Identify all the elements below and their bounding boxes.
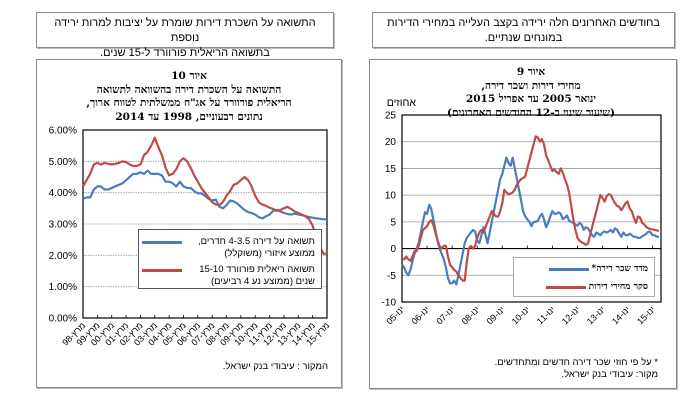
left-callout-line-2: בתשואה הריאלית פורוורד ל-15 שנים. (100, 47, 270, 59)
right-source: מקור: עיבודי בנק ישראל. (561, 369, 658, 380)
right-legend-swatch-rent (548, 268, 589, 271)
right-legend-item-rent: מדד שכר דירה* (548, 263, 648, 275)
left-callout-line-1: התשואה על השכרת דירות שומרת על יציבות למ… (54, 17, 316, 44)
right-title-line-2: ינואר 2005 עד אפריל 2015 (465, 93, 597, 105)
right-callout: בחודשים האחרונים חלה ירידה בקצב העלייה ב… (372, 12, 675, 48)
left-title-line-1: התשואה על השכרת דירה בהשוואה לתשואה (96, 83, 282, 96)
right-footnote: * על פי חוזי שכר דירה חדשים ומתחדשים. (494, 357, 658, 368)
left-figure-number: איור 10 (171, 70, 207, 82)
left-callout: התשואה על השכרת דירות שומרת על יציבות למ… (36, 12, 334, 59)
right-unit-label: אחוזים (386, 97, 416, 109)
right-legend-swatch-prices (545, 286, 586, 289)
left-legend-item-rent: תשואה על דירה 4-3.5 חדרים, ממוצע איזורי … (142, 236, 315, 260)
right-legend-label-prices: סקר מחירי דירות (588, 282, 648, 292)
right-title-line-3: (שיעור שינוי ב-12 החודשים האחרונים) (447, 106, 615, 119)
left-legend-item-forward: תשואה ריאלית פורוורד 15-10 שנים (ממוצע נ… (142, 264, 315, 288)
right-figure-number: איור 9 (516, 66, 546, 78)
right-callout-line-1: בחודשים האחרונים חלה ירידה בקצב העלייה ב… (387, 17, 660, 29)
left-title-line-3: נתונים רבעוניים, 1998 עד 2014 (115, 110, 263, 123)
right-callout-line-2: במונחים שנתיים. (484, 32, 563, 44)
left-legend-swatch-forward (142, 269, 182, 272)
right-chart-title: איור 9 מחירי דירות ושכר דירה, ינואר 2005… (400, 66, 662, 120)
left-legend-label-forward: תשואה ריאלית פורוורד 15-10 שנים (ממוצע נ… (199, 264, 315, 287)
left-title-line-2: הריאלית פורוורד על אג"ח ממשלתית לטווח אר… (86, 97, 292, 109)
left-legend-swatch-rent (142, 241, 182, 244)
right-legend: מדד שכר דירה* סקר מחירי דירות (513, 257, 655, 297)
left-source: המקור : עיבודי בנק ישראל. (222, 361, 328, 372)
right-title-line-1: מחירי דירות ושכר דירה, (481, 79, 581, 92)
left-chart-title: איור 10 התשואה על השכרת דירה בהשוואה לתש… (40, 70, 338, 124)
right-legend-label-rent: מדד שכר דירה* (591, 264, 648, 274)
left-legend: תשואה על דירה 4-3.5 חדרים, ממוצע איזורי … (138, 229, 322, 289)
left-legend-label-rent: תשואה על דירה 4-3.5 חדרים, ממוצע איזורי … (197, 236, 315, 259)
right-legend-item-prices: סקר מחירי דירות (545, 281, 648, 293)
